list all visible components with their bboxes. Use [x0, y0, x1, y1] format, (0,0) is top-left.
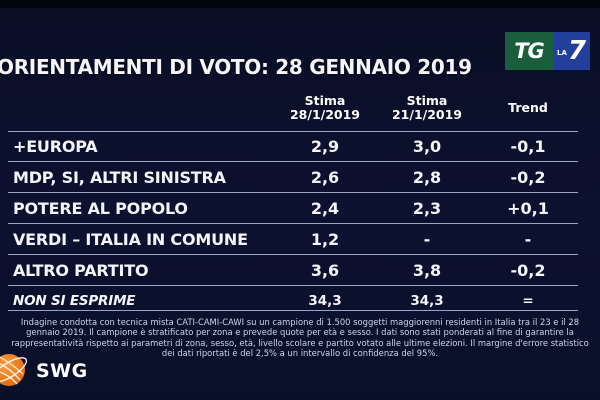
column-header-line2: 21/1/2019 — [391, 107, 462, 122]
table-row: VERDI – ITALIA IN COMUNE 1,2 - - — [0, 230, 600, 252]
column-header-line1: Stima — [304, 93, 346, 108]
tg-la7-logo: TG LA 7 — [505, 32, 590, 70]
column-header-line2: 28/1/2019 — [289, 107, 360, 122]
trend-value: +0,1 — [507, 199, 549, 218]
tg-logo-green-box: TG — [505, 32, 553, 70]
column-header-trend: Trend — [478, 101, 578, 115]
party-label: VERDI – ITALIA IN COMUNE — [13, 230, 248, 249]
stima-28-value: 34,3 — [308, 293, 342, 309]
separator-line — [8, 161, 578, 162]
separator-line — [8, 131, 578, 132]
trend-value: -0,2 — [510, 261, 546, 280]
party-label: MDP, SI, ALTRI SINISTRA — [13, 168, 226, 187]
stima-28-value: 1,2 — [310, 230, 340, 249]
party-label: +EUROPA — [13, 137, 98, 156]
stima-21-value: 3,0 — [412, 137, 442, 156]
page-title: ORIENTAMENTI DI VOTO: 28 GENNAIO 2019 — [0, 55, 472, 79]
separator-line — [8, 254, 578, 255]
table-row-non-si-esprime: NON SI ESPRIME 34,3 34,3 = — [0, 293, 600, 315]
swg-logo-text: SWG — [36, 360, 88, 382]
stima-21-value: 34,3 — [410, 293, 444, 309]
stima-21-value: - — [423, 230, 431, 249]
column-header-stima-28: Stima 28/1/2019 — [265, 94, 385, 122]
stima-21-value: 2,3 — [412, 199, 442, 218]
separator-line — [8, 223, 578, 224]
separator-line — [8, 192, 578, 193]
la7-logo-la-text: LA — [557, 49, 567, 57]
table-row: MDP, SI, ALTRI SINISTRA 2,6 2,8 -0,2 — [0, 168, 600, 190]
separator-line — [8, 310, 578, 311]
stima-28-value: 2,4 — [310, 199, 340, 218]
party-label: NON SI ESPRIME — [13, 293, 136, 309]
trend-value: -0,1 — [510, 137, 546, 156]
party-label: POTERE AL POPOLO — [13, 199, 188, 218]
swg-logo: SWG — [0, 349, 88, 393]
table-row: POTERE AL POPOLO 2,4 2,3 +0,1 — [0, 199, 600, 221]
tg-logo-text: TG — [514, 39, 545, 63]
trend-value: -0,2 — [510, 168, 546, 187]
stima-28-value: 2,9 — [310, 137, 340, 156]
la7-logo-seven-text: 7 — [567, 36, 586, 66]
party-label: ALTRO PARTITO — [13, 261, 149, 280]
stima-28-value: 2,6 — [310, 168, 340, 187]
trend-value: - — [524, 230, 532, 249]
table-row: ALTRO PARTITO 3,6 3,8 -0,2 — [0, 261, 600, 283]
methodology-footnote: Indagine condotta con tecnica mista CATI… — [11, 317, 589, 359]
separator-line — [8, 285, 578, 286]
stima-21-value: 3,8 — [412, 261, 442, 280]
top-black-bar — [0, 0, 600, 8]
stima-28-value: 3,6 — [310, 261, 340, 280]
table-row: +EUROPA 2,9 3,0 -0,1 — [0, 137, 600, 159]
stima-21-value: 2,8 — [412, 168, 442, 187]
column-header-line1: Stima — [406, 93, 448, 108]
la7-logo-blue-box: LA 7 — [553, 32, 590, 70]
swg-globe-icon — [0, 354, 28, 386]
column-header-stima-21: Stima 21/1/2019 — [367, 94, 487, 122]
trend-value: = — [522, 293, 534, 309]
column-header-line1: Trend — [508, 100, 548, 115]
